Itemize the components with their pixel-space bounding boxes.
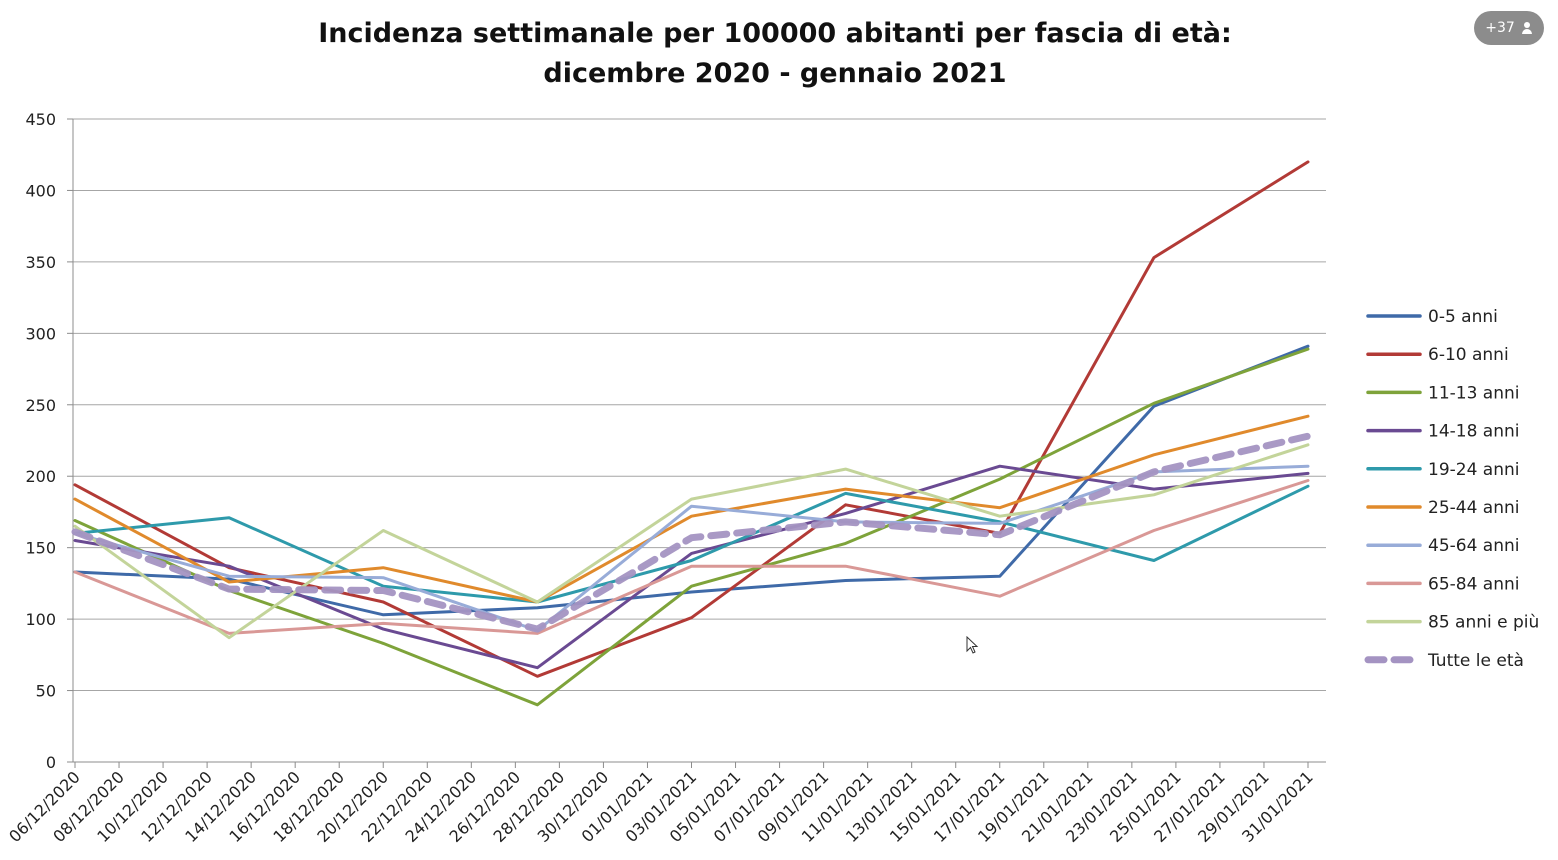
legend-label-8: 85 anni e più	[1428, 613, 1539, 633]
y-tick-label: 0	[46, 753, 56, 772]
legend-label-2: 11-13 anni	[1428, 383, 1520, 403]
y-tick-label: 250	[25, 396, 56, 415]
legend-label-6: 45-64 anni	[1428, 536, 1520, 556]
legend-label-4: 19-24 anni	[1428, 460, 1520, 480]
series-line-1	[73, 160, 1310, 678]
mouse-pointer-icon	[966, 636, 979, 654]
y-tick-label: 100	[25, 610, 56, 629]
legend-label-0: 0-5 anni	[1428, 307, 1498, 327]
series-lines	[71, 160, 1312, 707]
x-axis-ticks: 06/12/202008/12/202010/12/202012/12/2020…	[5, 762, 1317, 846]
y-tick-label: 300	[25, 324, 56, 343]
legend-label-7: 65-84 anni	[1428, 574, 1520, 594]
y-axis-ticks: 0 50 100 150 200 250 300 350 400 450	[25, 110, 73, 772]
axes	[72, 119, 1326, 763]
y-tick-label: 150	[25, 539, 56, 558]
series-line-4	[73, 484, 1310, 604]
chart-title-line-1: Incidenza settimanale per 100000 abitant…	[318, 18, 1232, 49]
person-icon	[1521, 22, 1533, 34]
gridlines	[73, 118, 1326, 692]
legend-label-5: 25-44 anni	[1428, 498, 1520, 518]
series-line-6	[73, 464, 1310, 632]
participants-count: +37	[1485, 20, 1515, 36]
series-line-7	[73, 479, 1310, 635]
y-tick-label: 450	[25, 110, 56, 129]
y-tick-label: 350	[25, 253, 56, 272]
chart-title: Incidenza settimanale per 100000 abitant…	[318, 18, 1232, 89]
legend-label-9: Tutte le età	[1427, 651, 1524, 671]
y-tick-label: 50	[36, 682, 56, 701]
chart-title-line-2: dicembre 2020 - gennaio 2021	[543, 58, 1006, 89]
series-line-8	[73, 443, 1310, 640]
y-tick-label: 200	[25, 467, 56, 486]
series-line-2	[73, 347, 1310, 707]
legend-label-1: 6-10 anni	[1428, 345, 1509, 365]
legend: 0-5 anni 6-10 anni 11-13 anni 14-18 anni 19-…	[1364, 307, 1539, 671]
legend-label-3: 14-18 anni	[1428, 422, 1520, 442]
y-tick-label: 400	[25, 181, 56, 200]
series-line-9	[71, 432, 1312, 633]
participants-badge[interactable]: +37	[1474, 11, 1544, 45]
